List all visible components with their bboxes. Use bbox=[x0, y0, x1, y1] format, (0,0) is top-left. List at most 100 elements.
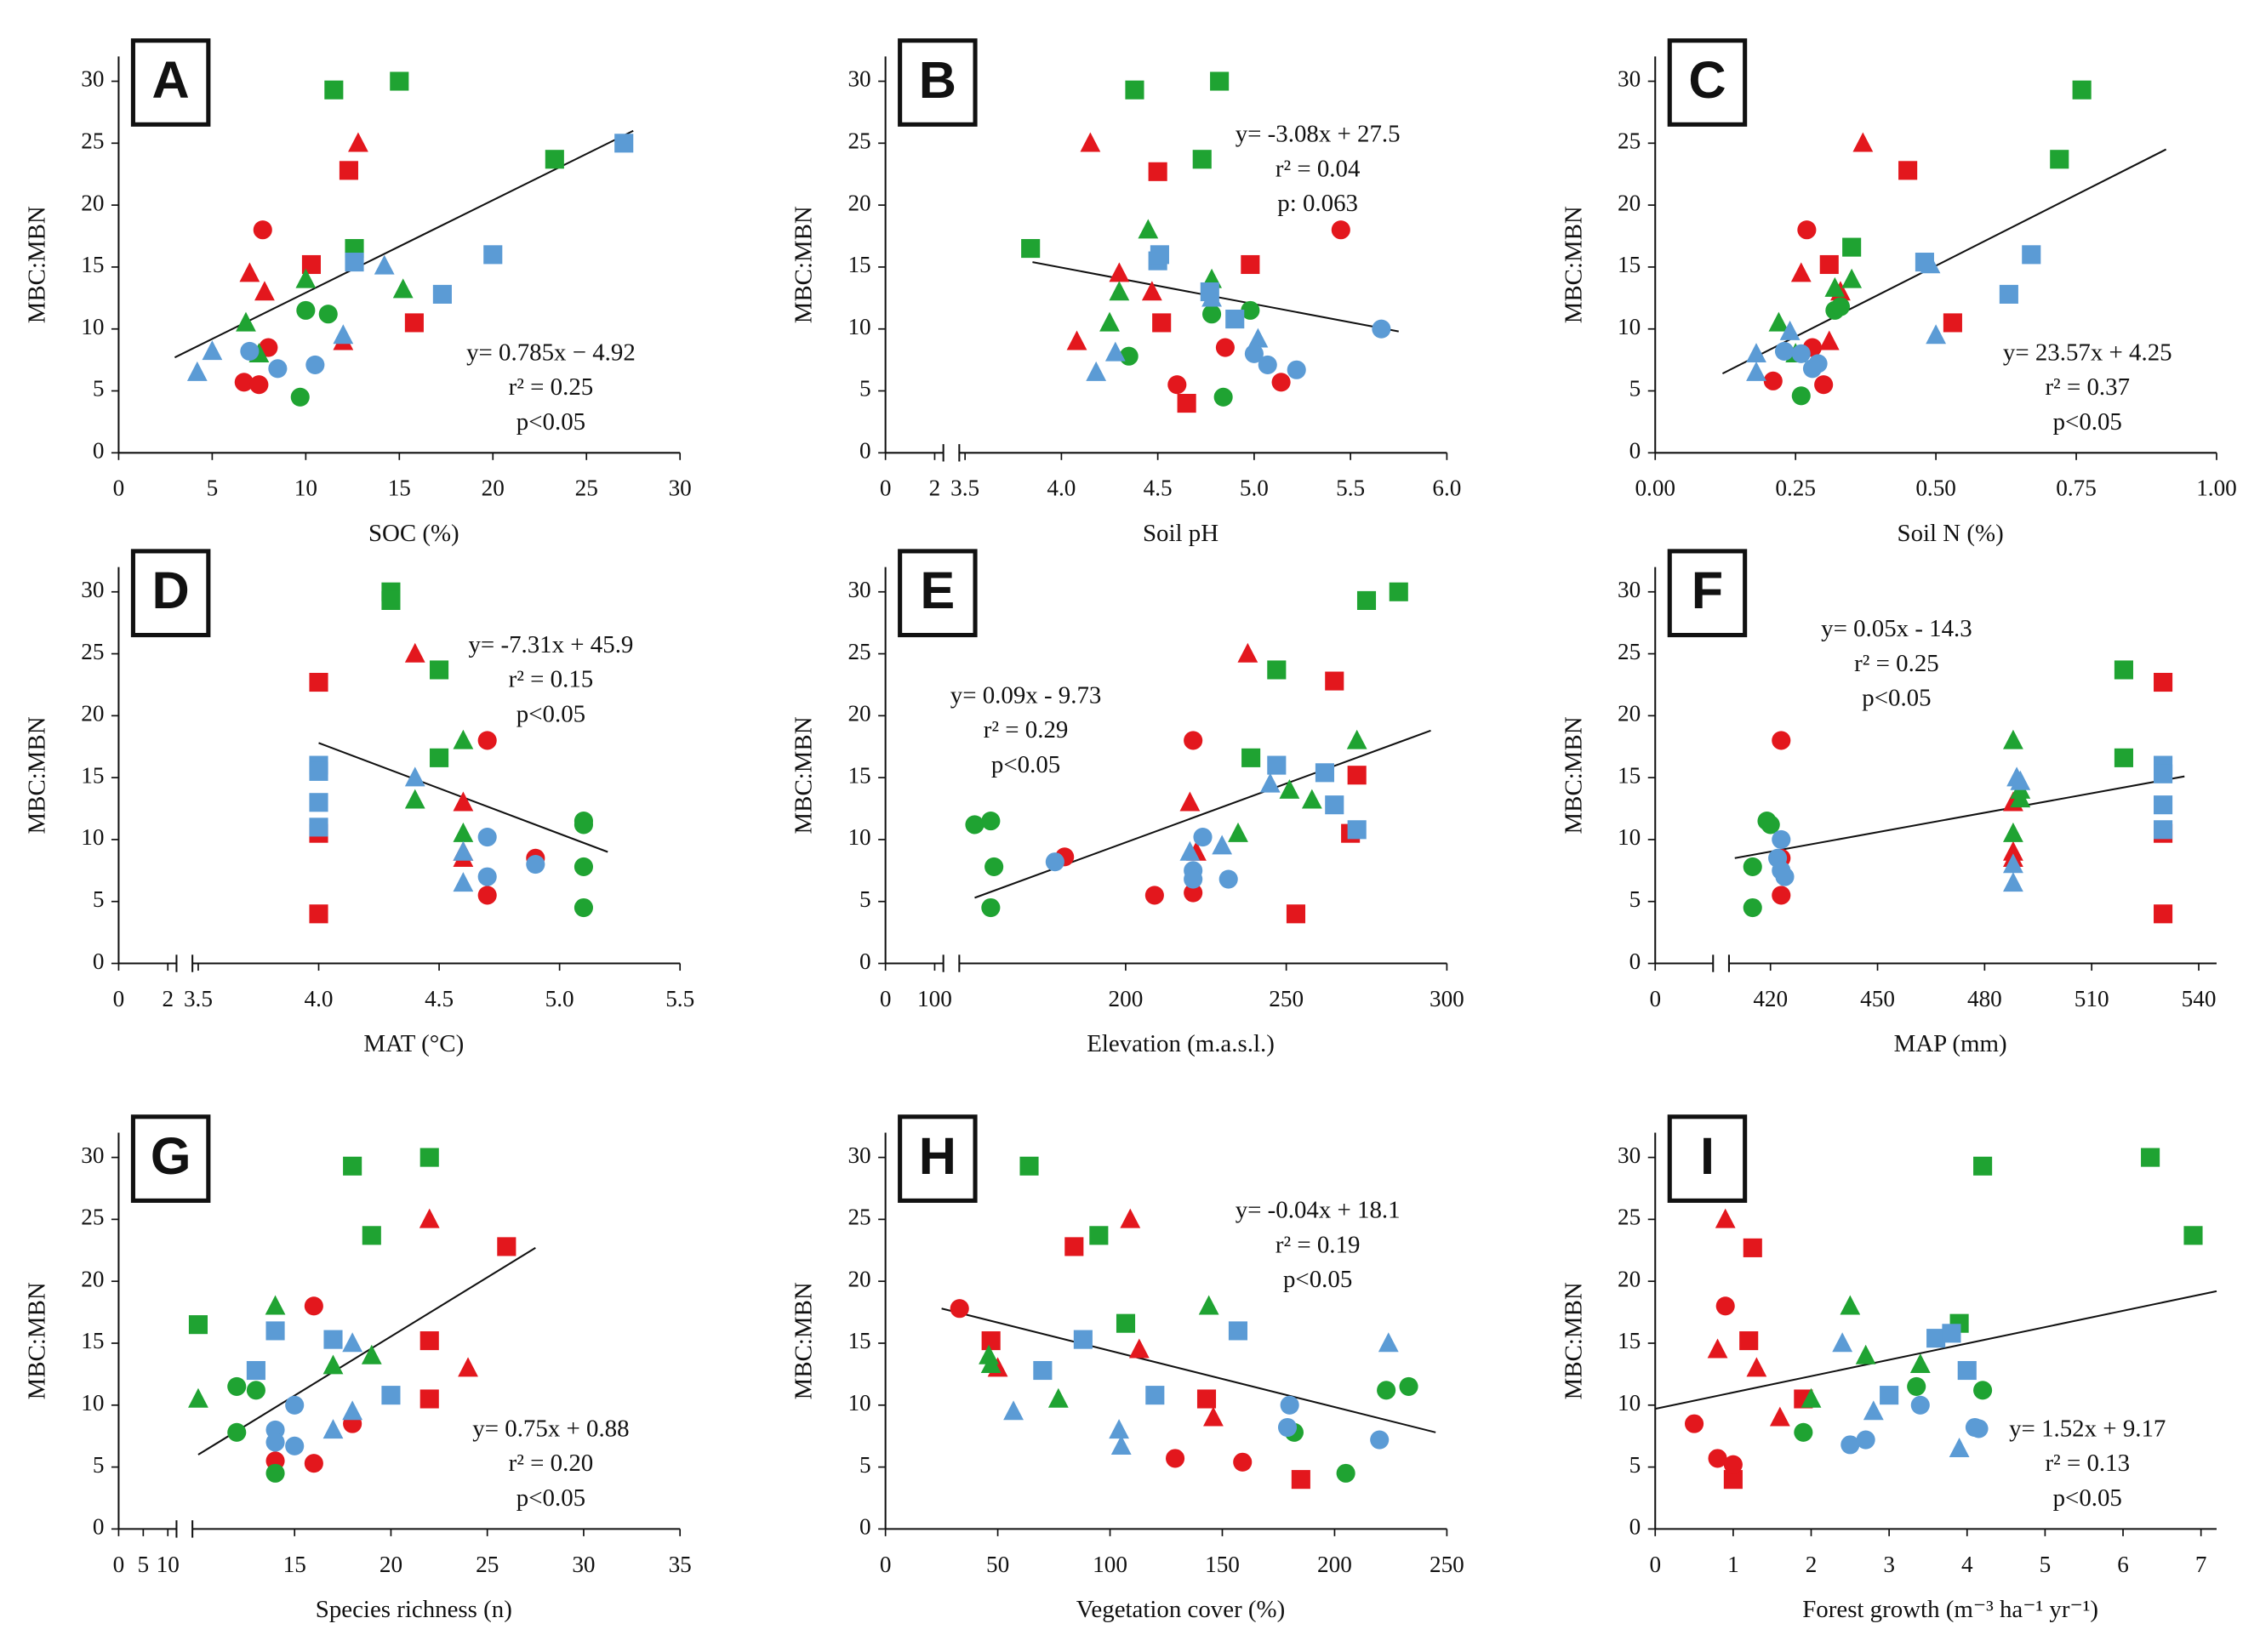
point-circle bbox=[1791, 386, 1811, 406]
point-square bbox=[1819, 254, 1839, 275]
point-square bbox=[1880, 1386, 1899, 1405]
point-circle bbox=[981, 897, 1001, 918]
point-circle bbox=[227, 1376, 247, 1397]
point-triangle bbox=[342, 1332, 363, 1353]
y-tick-label: 25 bbox=[1618, 1205, 1641, 1230]
y-axis-label: MBC:MBN bbox=[1560, 206, 1587, 323]
y-tick-label: 15 bbox=[848, 252, 870, 277]
y-tick-label: 5 bbox=[859, 376, 871, 402]
point-triangle bbox=[374, 254, 395, 275]
x-axis-label: MAT (°C) bbox=[363, 1030, 464, 1057]
y-tick-label: 0 bbox=[859, 948, 871, 974]
fit-annotation: p<0.05 bbox=[516, 1484, 585, 1512]
x-tick-label: 5.5 bbox=[665, 986, 694, 1011]
point-triangle bbox=[1909, 1353, 1931, 1373]
point-square bbox=[1999, 284, 2018, 304]
fit-annotation: y= -3.08x + 27.5 bbox=[1236, 121, 1401, 148]
point-square bbox=[246, 1360, 265, 1381]
point-triangle bbox=[1855, 1344, 1876, 1364]
y-tick-label: 15 bbox=[1618, 762, 1641, 788]
point-triangle bbox=[453, 840, 474, 861]
point-triangle bbox=[1099, 311, 1120, 332]
panel: 0 100 200 250 300 0 5 10 15 20 25 30 Elevation (m.a.… bbox=[790, 549, 1464, 1057]
y-tick-label: 5 bbox=[93, 886, 105, 912]
x-tick-label: 1 bbox=[1727, 1552, 1739, 1577]
x-tick-label: 10 bbox=[294, 476, 317, 501]
y-axis-label: MBC:MBN bbox=[1560, 1282, 1587, 1399]
x-tick-label: 4.5 bbox=[1144, 476, 1173, 501]
point-square bbox=[497, 1237, 516, 1256]
point-triangle bbox=[2003, 729, 2023, 749]
point-triangle bbox=[2003, 872, 2023, 892]
point-triangle bbox=[1790, 262, 1812, 282]
point-triangle bbox=[2003, 822, 2023, 842]
point-circle bbox=[1763, 371, 1783, 390]
point-circle bbox=[1193, 827, 1213, 847]
point-circle bbox=[234, 373, 254, 392]
point-circle bbox=[1184, 869, 1203, 889]
fit-annotation: r² = 0.25 bbox=[509, 373, 594, 401]
point-circle bbox=[1791, 344, 1811, 363]
point-circle bbox=[227, 1422, 247, 1442]
point-triangle bbox=[1203, 1406, 1224, 1427]
y-tick-label: 10 bbox=[1618, 824, 1641, 850]
point-square bbox=[381, 590, 401, 610]
fit-line bbox=[197, 1247, 536, 1455]
point-triangle bbox=[333, 324, 354, 345]
point-circle bbox=[1372, 319, 1391, 339]
fit-annotation: r² = 0.13 bbox=[2045, 1450, 2130, 1477]
point-square bbox=[430, 748, 449, 767]
point-triangle bbox=[453, 872, 474, 892]
point-triangle bbox=[404, 789, 425, 809]
point-triangle bbox=[361, 1344, 382, 1364]
fit-line bbox=[1734, 775, 2185, 859]
point-triangle bbox=[1949, 1437, 1970, 1457]
point-square bbox=[362, 1226, 381, 1245]
point-circle bbox=[1969, 1419, 1989, 1438]
point-circle bbox=[1743, 857, 1762, 877]
y-tick-label: 15 bbox=[1618, 252, 1641, 277]
point-circle bbox=[1772, 886, 1791, 905]
y-tick-label: 5 bbox=[859, 886, 871, 912]
point-circle bbox=[574, 815, 593, 835]
point-circle bbox=[1841, 1435, 1860, 1455]
y-tick-label: 15 bbox=[81, 1328, 104, 1353]
point-triangle bbox=[1247, 328, 1269, 348]
y-tick-label: 5 bbox=[1629, 1452, 1641, 1478]
y-tick-label: 0 bbox=[859, 438, 871, 464]
point-circle bbox=[1685, 1414, 1704, 1433]
y-tick-label: 5 bbox=[93, 376, 105, 402]
point-square bbox=[1973, 1156, 1993, 1176]
panel-label-box bbox=[898, 38, 978, 127]
point-triangle bbox=[1779, 320, 1801, 340]
y-tick-label: 15 bbox=[81, 252, 104, 277]
y-tick-label: 5 bbox=[859, 1452, 871, 1478]
point-square bbox=[1743, 1238, 1762, 1257]
y-tick-label: 25 bbox=[81, 1205, 104, 1230]
point-triangle bbox=[453, 791, 474, 812]
y-tick-label: 25 bbox=[1618, 128, 1641, 154]
point-circle bbox=[1973, 1381, 1993, 1400]
x-axis-label: Forest growth (m⁻³ ha⁻¹ yr⁻¹) bbox=[1802, 1596, 2098, 1623]
fit-annotation: y= 0.05x - 14.3 bbox=[1821, 615, 1972, 642]
point-square bbox=[1842, 237, 1862, 257]
point-circle bbox=[1814, 375, 1834, 395]
point-square bbox=[1152, 313, 1172, 333]
y-tick-label: 30 bbox=[1618, 1142, 1641, 1168]
point-triangle bbox=[1128, 1338, 1150, 1359]
y-tick-label: 30 bbox=[81, 66, 104, 92]
x-tick-label: 420 bbox=[1753, 986, 1788, 1011]
x-axis-label: Elevation (m.a.s.l.) bbox=[1087, 1030, 1275, 1057]
y-tick-label: 0 bbox=[1629, 948, 1641, 974]
point-triangle bbox=[1818, 330, 1840, 350]
point-circle bbox=[477, 886, 497, 905]
x-tick-label: 200 bbox=[1109, 986, 1144, 1011]
point-square bbox=[2154, 904, 2173, 924]
panel: 0.00 0.25 0.50 0.75 1.00 0 5 10 15 20 25 30 Soil N (… bbox=[1560, 38, 2237, 547]
point-circle bbox=[477, 867, 497, 886]
fit-annotation: p<0.05 bbox=[2053, 1484, 2122, 1512]
point-square bbox=[545, 150, 564, 169]
point-triangle bbox=[186, 361, 208, 381]
point-triangle bbox=[2010, 788, 2031, 808]
